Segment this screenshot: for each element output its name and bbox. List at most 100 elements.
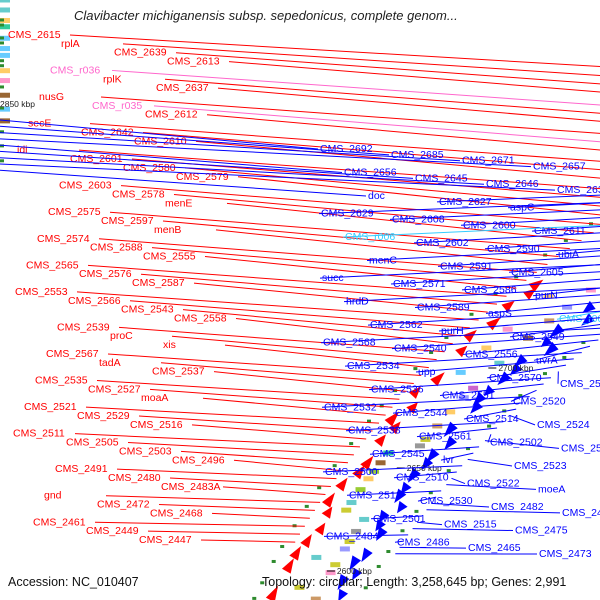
reverse-gene-label: CMS_2590	[487, 243, 540, 255]
reverse-gene-arrow	[509, 362, 523, 375]
forward-gene-label: CMS_2447	[139, 534, 192, 546]
reverse-leader-line	[463, 408, 517, 420]
reverse-leader-line	[467, 458, 513, 467]
reverse-leader-line	[393, 471, 457, 479]
reverse-leader-line	[389, 209, 600, 220]
forward-gene-label: CMS_2537	[152, 366, 205, 378]
reverse-leader-line	[0, 144, 343, 173]
forward-gene-label: rplA	[61, 38, 80, 50]
feature-dot	[562, 355, 567, 359]
cog-feature-box	[339, 546, 350, 552]
feature-dot	[414, 509, 419, 513]
forward-leader-line	[127, 442, 354, 456]
reverse-gene-label: CMS_2482	[491, 501, 544, 513]
reverse-leader-line	[556, 311, 600, 320]
reverse-gene-label: CMS_2657	[533, 161, 586, 173]
forward-leader-line	[94, 521, 305, 527]
forward-gene-label: CMS_2496	[172, 454, 225, 466]
reverse-gene-arrow	[400, 481, 412, 495]
reverse-gene-label: CMS_2629	[321, 208, 374, 220]
reverse-gene-arrow	[375, 518, 386, 532]
reverse-gene-label: CMS_2501	[373, 513, 426, 525]
forward-leader-line	[204, 255, 517, 289]
feature-dot	[271, 559, 276, 563]
reverse-gene-arrow	[581, 313, 595, 326]
forward-leader-line	[107, 353, 422, 377]
forward-leader-line	[138, 415, 373, 432]
cog-feature-box	[0, 24, 10, 30]
cog-feature-box	[543, 293, 554, 299]
reverse-gene-label: CMS_2524	[537, 419, 590, 431]
reverse-gene-label: CMS_2525	[560, 378, 600, 390]
forward-leader-line	[193, 282, 488, 313]
forward-gene-label: CMS_2587	[132, 277, 185, 289]
forward-gene-label: nusG	[39, 91, 64, 103]
cog-feature-box	[359, 516, 370, 522]
forward-gene-arrow	[501, 300, 515, 313]
reverse-gene-label: CMS_r006	[345, 231, 395, 243]
forward-leader-line	[100, 96, 600, 134]
forward-gene-label: CMS_2483A	[161, 481, 221, 493]
forward-gene-label: CMS_2527	[88, 383, 141, 395]
forward-leader-line	[74, 433, 360, 448]
cog-feature-box	[330, 562, 341, 568]
forward-leader-line	[98, 238, 537, 273]
feature-dot	[363, 586, 368, 590]
reverse-gene-label: CMS_2591	[440, 260, 493, 272]
feature-dot	[581, 341, 586, 345]
reverse-leader-line	[417, 496, 437, 502]
forward-gene-label: CMS_2543	[121, 304, 174, 316]
forward-leader-line	[109, 211, 570, 250]
forward-gene-label: CMS_2503	[119, 445, 172, 457]
reverse-gene-arrow	[337, 574, 350, 591]
reverse-leader-line	[438, 317, 600, 332]
reverse-gene-label: CMS_2509A	[561, 442, 600, 454]
reverse-gene-label: CMS_2692	[320, 143, 373, 155]
cog-feature-box	[585, 287, 596, 293]
feature-dot	[563, 238, 568, 242]
forward-leader-line	[235, 318, 453, 345]
reverse-gene-label: hrdD	[346, 296, 369, 308]
feature-dot	[260, 581, 265, 585]
forward-leader-line	[85, 406, 380, 424]
forward-gene-arrow	[374, 434, 386, 447]
feature-dot	[366, 419, 371, 423]
reverse-gene-label: CMS_2561	[419, 431, 472, 443]
reverse-leader-line	[370, 515, 422, 520]
reverse-leader-line	[318, 202, 600, 215]
feature-dot	[349, 442, 354, 446]
forward-gene-label: CMS_2529	[77, 410, 130, 422]
forward-leader-line	[111, 69, 600, 106]
reverse-leader-line	[368, 377, 551, 391]
reverse-leader-line	[509, 324, 600, 338]
forward-gene-label: CMS_2615	[8, 29, 61, 41]
reverse-leader-line	[367, 310, 600, 326]
forward-gene-label: CMS_2610	[134, 135, 187, 147]
forward-leader-line	[151, 247, 527, 281]
reverse-leader-line	[446, 484, 537, 490]
reverse-gene-label: CMS_2532	[324, 401, 377, 413]
reverse-gene-label: CMS_2512	[349, 489, 402, 501]
reverse-leader-line	[0, 132, 461, 162]
reverse-leader-line	[485, 301, 600, 314]
forward-gene-label: CMS_2505	[66, 437, 119, 449]
cog-feature-box	[562, 304, 573, 310]
reverse-leader-line	[323, 534, 409, 537]
reverse-leader-line	[369, 446, 480, 455]
cog-feature-box	[0, 106, 10, 112]
feature-dot	[317, 486, 322, 490]
reverse-gene-arrow	[426, 447, 440, 463]
feature-dot	[444, 336, 449, 340]
forward-leader-line	[162, 220, 559, 258]
forward-leader-line	[195, 140, 600, 179]
reverse-leader-line	[439, 383, 544, 397]
forward-leader-line	[237, 176, 600, 216]
feature-dot	[0, 59, 4, 63]
reverse-leader-line	[555, 250, 600, 256]
feature-dot	[252, 596, 257, 600]
forward-gene-label: CMS_2603	[59, 180, 112, 192]
reverse-leader-line	[0, 163, 556, 191]
reverse-gene-label: lvr	[443, 454, 455, 466]
reverse-gene-label: uvrA	[536, 354, 558, 366]
